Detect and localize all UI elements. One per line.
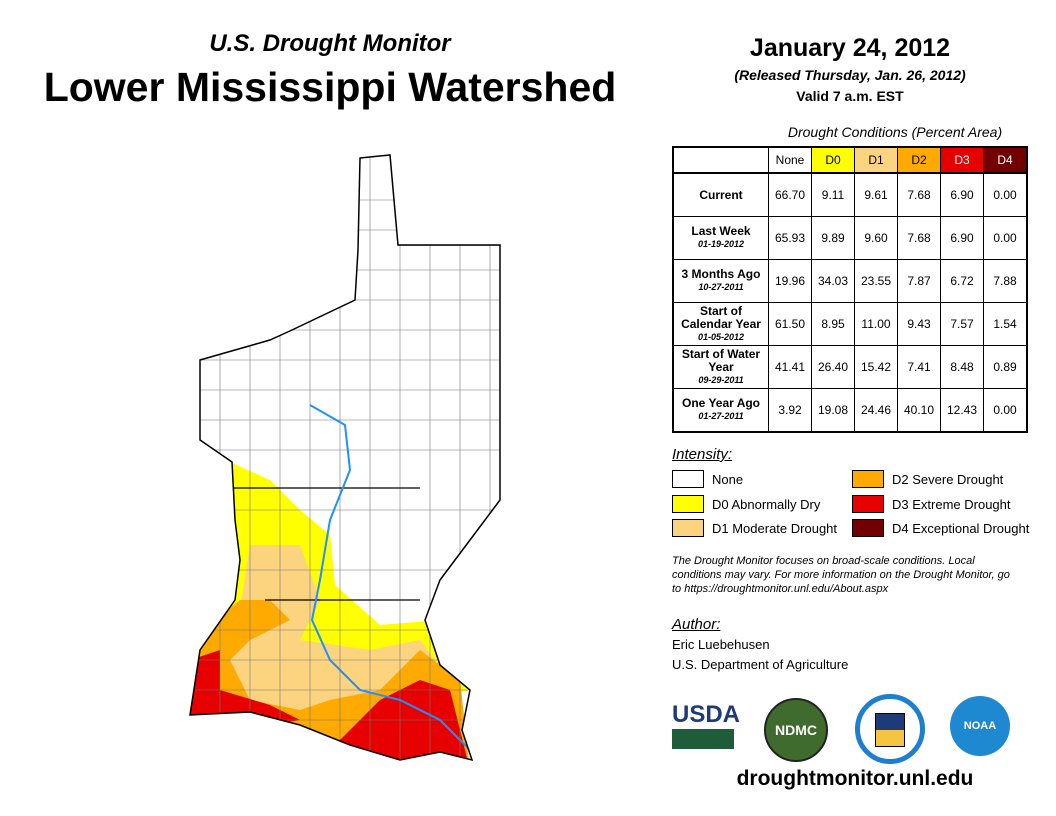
row-date: 10-27-2011 [698,282,744,292]
table-cell: 12.43 [940,388,984,433]
row-label: Current [672,172,769,217]
watershed-boundary [189,154,501,762]
legend-title: Intensity: [672,446,733,463]
row-label: Start of Calendar Year 01-05-2012 [672,302,769,346]
map-date: January 24, 2012 [749,34,951,62]
table-header-row: None D0 D1 D2 D3 D4 [673,146,1028,174]
table-row: Start of Water Year 09-29-2011 41.41 26.40 1… [672,345,1028,389]
row-date: 01-05-2012 [697,331,745,342]
col-d2: D2 [897,146,941,174]
legend-none: None [672,470,743,488]
table-cell: 7.88 [983,259,1028,303]
table-cell: 7.68 [897,216,941,260]
table-cell: 41.41 [768,345,812,389]
table-cell: 0.00 [983,216,1028,260]
table-cell: 9.11 [811,172,855,217]
table-cell: 7.68 [897,172,941,217]
table-cell: 26.40 [811,345,855,389]
table-cell: 6.90 [940,172,984,217]
table-cell: 11.00 [854,302,898,346]
author-org: U.S. Department of Agriculture [672,657,849,672]
table-cell: 24.46 [854,388,898,433]
table-cell: 8.95 [811,302,855,346]
table-cell: 9.43 [897,302,941,346]
row-label: Last Week 01-19-2012 [672,216,769,260]
table-cell: 61.50 [768,302,812,346]
legend-d0: D0 Abnormally Dry [672,495,820,513]
mississippi-river [309,404,471,751]
website-url[interactable]: droughtmonitor.unl.edu [736,767,974,790]
table-caption: Drought Conditions (Percent Area) [787,124,1003,140]
drought-conditions-table: None D0 D1 D2 D3 D4 Current 66.70 9.11 9.61… [672,146,1028,433]
subtitle: U.S. Drought Monitor [209,30,451,57]
row-label: Start of Water Year 09-29-2011 [672,345,769,389]
table-cell: 1.54 [983,302,1028,346]
legend-d2: D2 Severe Drought [852,470,1003,488]
table-cell: 7.57 [940,302,984,346]
valid-time: Valid 7 a.m. EST [796,88,904,104]
legend-d4: D4 Exceptional Drought [852,519,1029,537]
table-cell: 8.48 [940,345,984,389]
table-cell: 7.87 [897,259,941,303]
table-cell: 9.61 [854,172,898,217]
col-d0: D0 [811,146,855,174]
release-date: (Released Thursday, Jan. 26, 2012) [734,67,966,83]
table-cell: 65.93 [768,216,812,260]
table-cell: 19.08 [811,388,855,433]
d3-area-east [340,680,470,760]
table-cell: 9.89 [811,216,855,260]
table-row: 3 Months Ago 10-27-2011 19.96 34.03 23.55 7.8… [672,259,1028,303]
header-corner [673,147,769,174]
col-d4: D4 [983,146,1028,174]
author-heading: Author: [672,616,721,633]
col-none: None [768,146,812,174]
legend-d1: D1 Moderate Drought [672,519,837,537]
table-cell: 40.10 [897,388,941,433]
commerce-seal-logo [855,694,925,764]
table-cell: 66.70 [768,172,812,217]
table-row: Start of Calendar Year 01-05-2012 61.50 8.9… [672,302,1028,346]
author-name: Eric Luebehusen [672,637,770,652]
table-cell: 9.60 [854,216,898,260]
table-cell: 6.72 [940,259,984,303]
table-row: Last Week 01-19-2012 65.93 9.89 9.60 7.68 6.90… [672,216,1028,260]
table-cell: 0.89 [983,345,1028,389]
ndmc-logo: NDMC [764,698,828,762]
row-label: 3 Months Ago 10-27-2011 [672,259,769,303]
table-row: Current 66.70 9.11 9.61 7.68 6.90 0.00 [672,172,1028,217]
table-cell: 6.90 [940,216,984,260]
disclaimer-note: The Drought Monitor focuses on broad-sca… [672,555,1010,595]
row-label: One Year Ago 01-27-2011 [672,388,769,433]
col-d3: D3 [940,146,984,174]
table-cell: 0.00 [983,388,1028,433]
watershed-map [189,154,501,762]
col-d1: D1 [854,146,898,174]
row-date: 09-29-2011 [698,374,744,385]
usda-logo: USDA [672,703,740,749]
map-title: Lower Mississippi Watershed [43,64,617,110]
table-cell: 23.55 [854,259,898,303]
row-date: 01-27-2011 [698,411,744,421]
row-date: 01-19-2012 [697,239,745,249]
table-cell: 3.92 [768,388,812,433]
table-row: One Year Ago 01-27-2011 3.92 19.08 24.46 40.1… [672,388,1028,433]
table-cell: 19.96 [768,259,812,303]
legend-d3: D3 Extreme Drought [852,495,1011,513]
table-cell: 15.42 [854,345,898,389]
noaa-logo: NOAA [950,696,1010,756]
table-cell: 0.00 [983,172,1028,217]
table-cell: 34.03 [811,259,855,303]
table-cell: 7.41 [897,345,941,389]
